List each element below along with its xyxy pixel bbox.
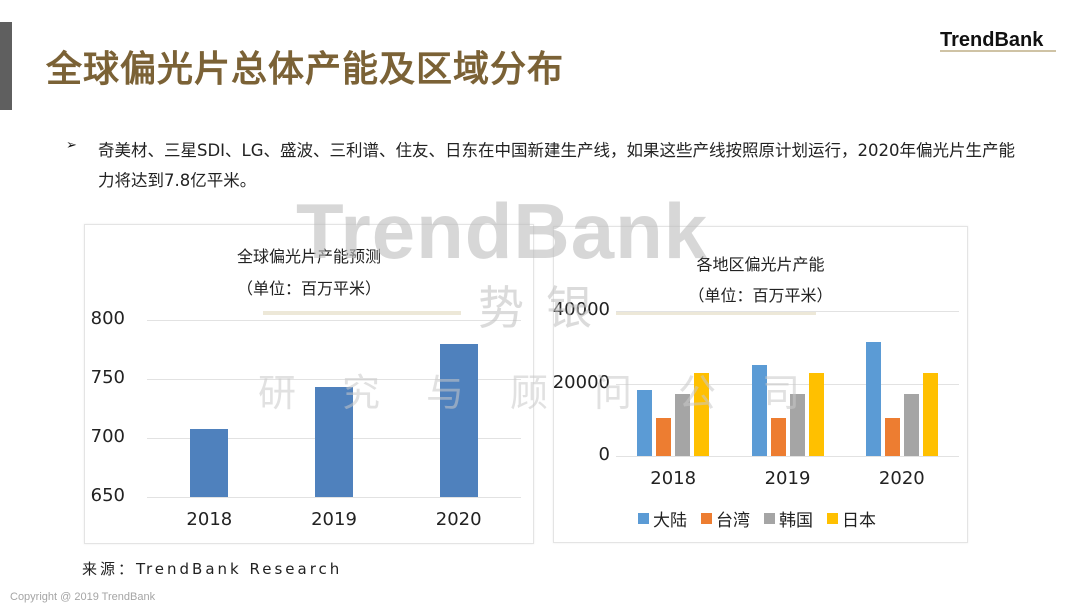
gridline: [616, 456, 959, 457]
intro-text: 奇美材、三星SDI、LG、盛波、三利谱、住友、日东在中国新建生产线，如果这些产线…: [98, 141, 1016, 190]
y-tick-label: 750: [90, 367, 125, 388]
brand-logo: TrendBank: [940, 29, 1044, 51]
bar-2019-大陆: [751, 365, 767, 456]
y-tick-label: 40000: [552, 299, 610, 320]
title-rule: [263, 311, 461, 315]
legend-label: 日本: [842, 511, 876, 531]
y-tick-label: 700: [90, 426, 125, 447]
source-note: 来源：TrendBank Research: [82, 560, 343, 578]
gridline: [616, 383, 959, 385]
legend-item: 大陆: [638, 506, 687, 531]
legend-swatch-icon: [764, 513, 775, 524]
bar-2018-日本: [694, 373, 710, 456]
chart-title: 全球偏光片产能预测: [236, 247, 381, 266]
bar-2019-日本: [808, 373, 824, 456]
legend-item: 台湾: [701, 506, 750, 531]
legend-swatch-icon: [701, 513, 712, 524]
bar-2020-大陆: [865, 342, 881, 456]
gridline: [616, 311, 959, 312]
gridline: [147, 379, 521, 380]
regional-capacity-chart: 各地区偏光片产能 （单位：百万平米） 40000 20000 0 2018 2019 20…: [553, 226, 968, 543]
title-rule: [616, 311, 816, 315]
legend-item: 韩国: [764, 506, 813, 531]
bar-2020-韩国: [903, 393, 919, 456]
accent-side-bar: [0, 22, 12, 110]
x-tick-label: 2019: [311, 509, 357, 530]
gridline: [147, 497, 521, 498]
x-tick-label: 2018: [650, 468, 697, 489]
copyright: Copyright @ 2019 TrendBank: [10, 591, 156, 603]
y-tick-label: 20000: [552, 371, 610, 393]
gridline: [147, 320, 521, 321]
x-tick-label: 2019: [764, 468, 811, 489]
legend-item: 日本: [827, 506, 876, 531]
chart-subtitle: （单位：百万平米）: [688, 286, 833, 305]
chart-title: 各地区偏光片产能: [696, 255, 825, 274]
page-title: 全球偏光片总体产能及区域分布: [46, 49, 565, 90]
bar-2019-台湾: [770, 417, 786, 456]
y-tick-label: 800: [90, 308, 125, 329]
arrowhead-bullet-icon: ➢: [66, 138, 77, 153]
bar-2020-台湾: [884, 417, 900, 456]
legend-label: 台湾: [716, 511, 750, 531]
chart-subtitle: （单位：百万平米）: [236, 279, 381, 298]
x-tick-label: 2018: [186, 509, 233, 530]
legend-swatch-icon: [827, 513, 838, 524]
legend-label: 大陆: [653, 511, 687, 531]
bar-2020-日本: [922, 373, 938, 456]
bar-2018: [190, 428, 229, 497]
legend-swatch-icon: [638, 513, 649, 524]
legend-label: 韩国: [779, 511, 813, 531]
bar-2018-台湾: [656, 417, 672, 456]
y-tick-label: 650: [90, 485, 125, 506]
chart-legend: 大陆 台湾 韩国 日本: [638, 506, 876, 531]
bar-2018-韩国: [675, 393, 691, 456]
x-tick-label: 2020: [435, 509, 482, 530]
global-capacity-chart: 全球偏光片产能预测 （单位：百万平米） 800 750 700 650 2018 2019…: [84, 224, 534, 544]
bar-2019-韩国: [789, 393, 805, 456]
bar-2018-大陆: [637, 389, 653, 456]
bar-2019: [315, 387, 353, 497]
y-tick-label: 0: [598, 444, 610, 465]
brand-underline: [940, 50, 1056, 52]
x-tick-label: 2020: [878, 468, 925, 489]
bar-2020: [439, 343, 478, 497]
